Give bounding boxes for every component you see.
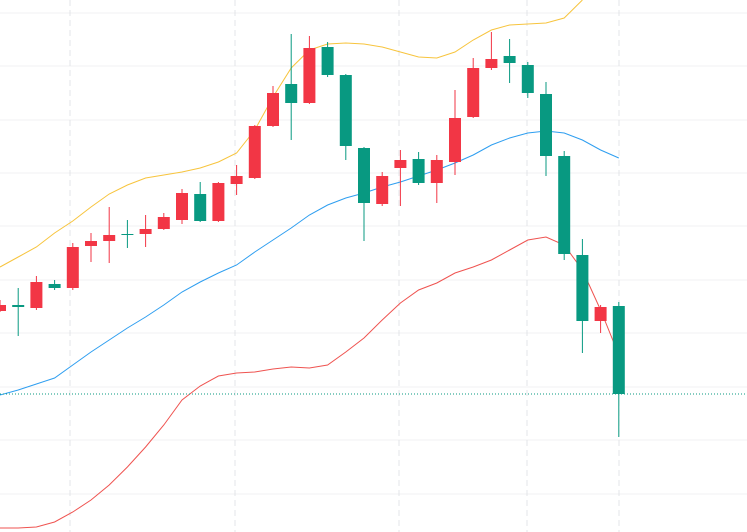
candle-body — [339, 75, 352, 146]
band-line — [0, 236, 620, 529]
candle-body — [358, 148, 370, 203]
candle-body — [321, 47, 334, 75]
candle-body — [612, 306, 625, 394]
candle-body — [121, 234, 134, 235]
candle-body — [503, 56, 516, 63]
candle-body — [485, 59, 498, 68]
candle-body — [594, 307, 607, 321]
candle-body — [394, 160, 407, 168]
candle-body — [558, 156, 571, 254]
candle-body — [230, 176, 243, 184]
candle-body — [540, 94, 552, 156]
candle-body — [285, 84, 298, 103]
candle-body — [467, 68, 480, 117]
candle-body — [267, 93, 279, 126]
candle-body — [176, 193, 188, 220]
candle-body — [85, 241, 97, 246]
candle-body — [303, 48, 316, 103]
candle-body — [48, 284, 61, 288]
candle-body — [12, 305, 25, 307]
candle-body — [66, 247, 79, 288]
band-line — [0, 130, 620, 396]
candle-body — [412, 159, 425, 183]
candle-body — [103, 235, 116, 241]
candle-body — [248, 126, 261, 178]
candle-body — [212, 183, 225, 221]
candle-body — [376, 176, 389, 204]
candle-body — [449, 118, 461, 162]
candle-body — [430, 160, 443, 183]
candle-body — [0, 305, 6, 311]
candle-body — [521, 65, 534, 93]
candle-body — [194, 194, 207, 221]
candle-body — [30, 282, 43, 308]
candle-body — [157, 217, 170, 229]
candle-body — [576, 255, 589, 321]
candle-body — [139, 229, 152, 234]
